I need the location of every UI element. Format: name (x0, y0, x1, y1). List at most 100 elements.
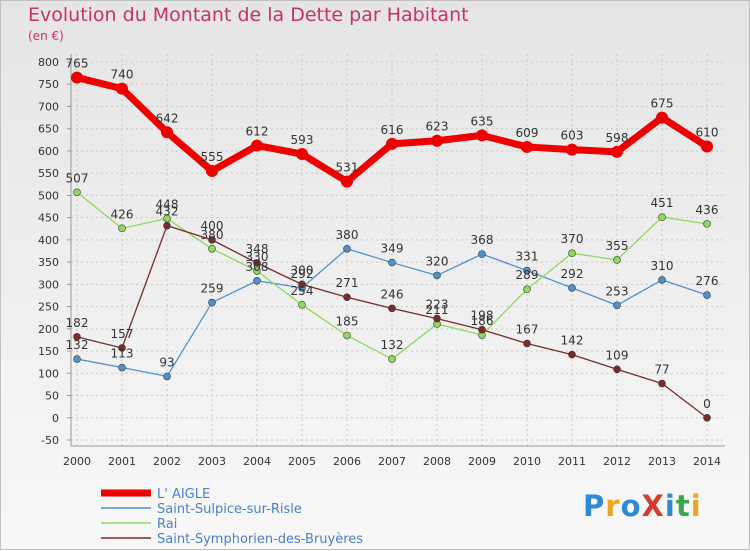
x-tick-label: 2007 (378, 455, 406, 468)
data-point (523, 285, 531, 294)
y-tick-label: 0 (52, 412, 59, 425)
data-label: 740 (111, 68, 134, 82)
data-labels: 132 113 93 259 308 292 380 349 320 368 331 292 253 31… (66, 57, 719, 411)
data-point (613, 256, 621, 264)
x-tick-label: 2013 (648, 455, 676, 468)
legend: L' AIGLESaint-Sulpice-sur-RisleRaiSaint-… (101, 487, 363, 547)
data-label: 616 (381, 123, 404, 137)
axes (67, 54, 725, 447)
data-label: 300 (291, 263, 314, 277)
data-label: 368 (471, 233, 494, 247)
data-point (568, 249, 576, 258)
y-tick-label: 250 (38, 301, 59, 314)
y-tick-label: 300 (38, 278, 59, 291)
x-tick-label: 2006 (333, 455, 361, 468)
y-tick-label: -50 (41, 434, 59, 447)
data-point (118, 344, 126, 352)
data-label: 436 (696, 203, 719, 217)
data-point (341, 175, 353, 188)
data-point (703, 220, 711, 228)
data-label: 610 (696, 125, 719, 139)
data-point (253, 267, 261, 275)
y-tick-label: 600 (38, 145, 59, 158)
data-label: 182 (66, 316, 89, 330)
x-tick-label: 2012 (603, 455, 631, 468)
data-point (343, 331, 351, 340)
data-point (566, 143, 578, 156)
data-point (433, 271, 441, 280)
data-label: 355 (606, 239, 629, 253)
x-tick-label: 2000 (63, 455, 91, 468)
data-point (478, 250, 486, 258)
data-label: 211 (426, 303, 449, 317)
data-point (523, 266, 531, 275)
data-point (161, 126, 173, 139)
data-point (206, 164, 218, 177)
y-tick-label: 500 (38, 189, 59, 202)
data-label: 507 (66, 171, 89, 185)
data-point (613, 301, 621, 310)
data-label: 185 (336, 314, 359, 328)
data-point (208, 244, 216, 253)
data-point (253, 259, 261, 267)
data-point (343, 244, 351, 253)
data-point (388, 355, 396, 363)
y-tick-label: 750 (38, 78, 59, 91)
data-label: 93 (159, 355, 174, 369)
data-label: 109 (606, 348, 629, 362)
data-point (658, 379, 666, 388)
data-point (208, 298, 216, 307)
y-tick-label: 650 (38, 123, 59, 136)
data-label: 142 (561, 334, 584, 348)
data-points (71, 71, 713, 422)
data-point (568, 350, 576, 359)
data-label: 380 (336, 228, 359, 242)
data-label: 765 (66, 57, 89, 71)
y-tick-label: 400 (38, 234, 59, 247)
data-point (521, 140, 533, 153)
data-point (613, 365, 621, 374)
data-label: 593 (291, 133, 314, 147)
y-tick-label: 550 (38, 167, 59, 180)
legend-label: Rai (157, 517, 177, 532)
data-label: 448 (156, 198, 179, 212)
x-tick-label: 2008 (423, 455, 451, 468)
data-label: 259 (201, 282, 224, 296)
x-tick-label: 2011 (558, 455, 586, 468)
data-label: 675 (651, 97, 674, 111)
y-tick-label: 450 (38, 212, 59, 225)
data-point (388, 304, 396, 313)
data-point (118, 363, 126, 372)
data-label: 132 (66, 338, 89, 352)
data-point (701, 140, 713, 153)
data-label: 555 (201, 150, 224, 164)
data-label: 380 (201, 228, 224, 242)
data-point (478, 325, 486, 334)
data-label: 308 (246, 260, 269, 274)
data-point (431, 134, 443, 147)
data-point (388, 258, 396, 267)
data-point (298, 280, 306, 289)
y-tick-label: 150 (38, 345, 59, 358)
data-point (343, 293, 351, 302)
data-label: 623 (426, 120, 449, 134)
data-label: 77 (654, 363, 669, 377)
data-point (386, 137, 398, 150)
data-label: 310 (651, 259, 674, 273)
data-label: 320 (426, 254, 449, 268)
x-tick-label: 2010 (513, 455, 541, 468)
data-label: 186 (471, 314, 494, 328)
data-label: 276 (696, 274, 719, 288)
data-point (73, 188, 81, 197)
data-label: 348 (246, 242, 269, 256)
x-tick-label: 2002 (153, 455, 181, 468)
y-tick-label: 50 (45, 390, 59, 403)
data-label: 254 (291, 284, 314, 298)
data-point (253, 276, 261, 285)
data-point (703, 413, 711, 422)
data-label: 400 (201, 219, 224, 233)
data-label: 157 (111, 327, 134, 341)
data-label: 426 (111, 207, 134, 221)
